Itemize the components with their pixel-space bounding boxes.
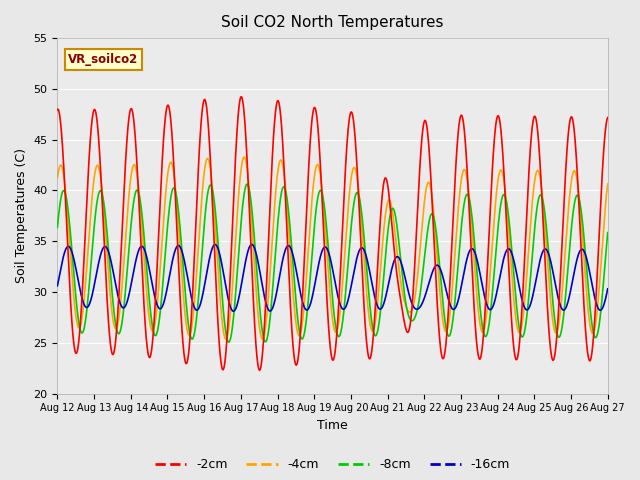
X-axis label: Time: Time bbox=[317, 419, 348, 432]
Y-axis label: Soil Temperatures (C): Soil Temperatures (C) bbox=[15, 148, 28, 283]
Text: VR_soilco2: VR_soilco2 bbox=[68, 53, 139, 66]
Legend: -2cm, -4cm, -8cm, -16cm: -2cm, -4cm, -8cm, -16cm bbox=[150, 453, 515, 476]
Title: Soil CO2 North Temperatures: Soil CO2 North Temperatures bbox=[221, 15, 444, 30]
